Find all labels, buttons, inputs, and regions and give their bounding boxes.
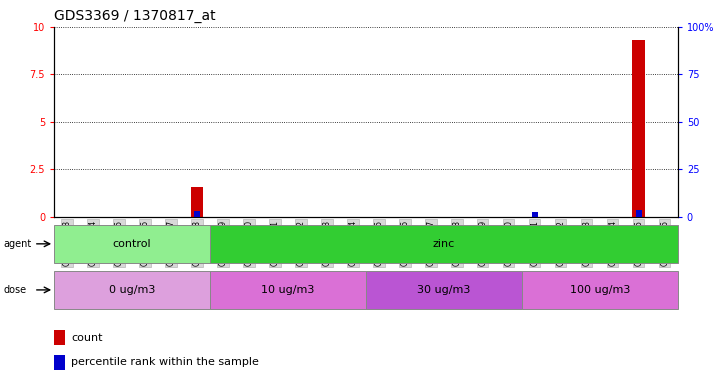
Bar: [632, 40, 645, 217]
Bar: [531, 212, 538, 217]
Text: control: control: [112, 239, 151, 249]
Bar: [54, 225, 210, 263]
Bar: [54, 271, 210, 309]
Text: 10 ug/m3: 10 ug/m3: [261, 285, 314, 295]
Bar: [54, 330, 65, 345]
Bar: [190, 187, 203, 217]
Bar: [635, 210, 642, 217]
Bar: [210, 225, 678, 263]
Text: GDS3369 / 1370817_at: GDS3369 / 1370817_at: [54, 9, 216, 23]
Text: percentile rank within the sample: percentile rank within the sample: [71, 358, 259, 367]
Text: 30 ug/m3: 30 ug/m3: [417, 285, 471, 295]
Text: zinc: zinc: [433, 239, 455, 249]
Text: 0 ug/m3: 0 ug/m3: [109, 285, 155, 295]
Bar: [366, 271, 522, 309]
Bar: [210, 271, 366, 309]
Text: count: count: [71, 333, 102, 343]
Text: dose: dose: [4, 285, 27, 295]
Bar: [194, 211, 200, 217]
Bar: [54, 355, 65, 370]
Text: agent: agent: [4, 239, 32, 249]
Text: 100 ug/m3: 100 ug/m3: [570, 285, 630, 295]
Bar: [522, 271, 678, 309]
